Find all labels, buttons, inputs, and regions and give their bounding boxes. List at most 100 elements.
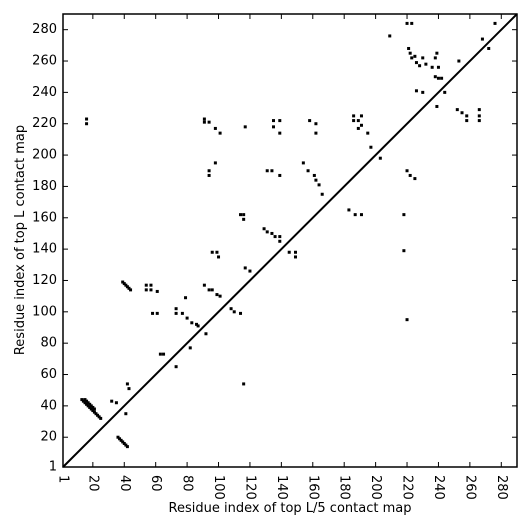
- contact-point: [85, 122, 89, 126]
- contact-point: [94, 412, 98, 416]
- contact-point: [144, 288, 148, 292]
- contact-point: [436, 65, 440, 69]
- contact-point: [162, 352, 166, 356]
- contact-point: [407, 46, 411, 50]
- contact-point: [408, 173, 412, 177]
- contact-point: [301, 161, 305, 165]
- contact-point: [215, 250, 219, 254]
- contact-point: [405, 318, 409, 322]
- contact-point: [119, 438, 123, 442]
- contact-point: [180, 311, 184, 315]
- contact-point: [378, 156, 382, 160]
- contact-point: [359, 123, 363, 127]
- contact-point: [116, 435, 120, 439]
- contact-point: [405, 21, 409, 25]
- contact-point: [440, 76, 444, 80]
- contact-point: [83, 401, 87, 405]
- contact-point: [278, 131, 282, 135]
- contact-point: [86, 401, 90, 405]
- y-tick-label: 180: [32, 179, 57, 194]
- contact-point: [85, 402, 89, 406]
- contact-point: [239, 311, 243, 315]
- y-axis-label: Residue index of top L contact map: [13, 125, 28, 355]
- contact-point: [88, 402, 92, 406]
- contact-point: [204, 332, 208, 336]
- contact-point: [229, 307, 233, 311]
- contact-point: [317, 183, 321, 187]
- contact-point: [402, 213, 406, 217]
- x-tick-label: 240: [431, 475, 446, 500]
- contact-point: [465, 119, 469, 123]
- contact-point: [242, 213, 246, 217]
- contact-point: [151, 311, 155, 315]
- contact-point: [124, 412, 128, 416]
- diagonal-line: [62, 13, 518, 468]
- contact-point: [293, 255, 297, 259]
- contact-point: [402, 249, 406, 253]
- y-tick-label: 120: [32, 273, 57, 288]
- contact-point: [196, 324, 200, 328]
- x-tick-label: 1: [56, 475, 71, 483]
- contact-point: [202, 120, 206, 124]
- contact-point: [306, 169, 310, 173]
- y-tick-label: 100: [32, 304, 57, 319]
- contact-point: [356, 126, 360, 130]
- contact-point: [248, 269, 252, 273]
- contact-point: [465, 114, 469, 118]
- x-axis-label: Residue index of top L/5 contact map: [169, 501, 412, 516]
- contact-point: [129, 288, 133, 292]
- contact-point: [110, 399, 114, 403]
- contact-point: [270, 169, 274, 173]
- contact-point: [413, 177, 417, 181]
- x-tick-label: 160: [305, 475, 320, 500]
- y-tick-label: 200: [32, 148, 57, 163]
- contact-point: [352, 119, 356, 123]
- y-tick-label: 220: [32, 116, 57, 131]
- contact-point: [359, 213, 363, 217]
- contact-point: [218, 294, 222, 298]
- contact-point: [96, 413, 100, 417]
- contact-point: [125, 285, 129, 289]
- contact-point: [243, 266, 247, 270]
- contact-point: [242, 382, 246, 386]
- contact-point: [270, 231, 274, 235]
- contact-point: [443, 90, 447, 94]
- y-tick-label: 140: [32, 242, 57, 257]
- contact-point: [480, 37, 484, 41]
- contact-point: [158, 352, 162, 356]
- contact-point: [308, 119, 312, 123]
- contact-point: [435, 104, 439, 108]
- y-tick-label: 40: [40, 398, 57, 413]
- contact-point: [243, 125, 247, 129]
- y-tick-label: 1: [49, 460, 57, 475]
- contact-point: [421, 56, 425, 60]
- x-tick-label: 140: [274, 475, 289, 500]
- contact-point: [190, 321, 194, 325]
- contact-point: [414, 61, 418, 65]
- contact-point: [89, 407, 93, 411]
- contact-point: [347, 208, 351, 212]
- x-tick-label: 260: [462, 475, 477, 500]
- contact-point: [388, 34, 392, 38]
- contact-point: [210, 250, 214, 254]
- contact-point: [122, 441, 126, 445]
- contact-point: [83, 398, 87, 402]
- contact-point: [210, 288, 214, 292]
- contact-point: [436, 76, 440, 80]
- contact-point: [207, 173, 211, 177]
- contact-point: [359, 114, 363, 118]
- contact-point: [424, 62, 428, 66]
- contact-point: [460, 111, 464, 115]
- contact-point: [97, 415, 101, 419]
- contact-point: [410, 56, 414, 60]
- contact-point: [127, 286, 131, 290]
- contact-point: [435, 51, 439, 55]
- contact-point: [144, 283, 148, 287]
- contact-point: [125, 445, 129, 449]
- contact-point: [99, 416, 103, 420]
- contact-point: [272, 119, 276, 123]
- contact-point: [366, 131, 370, 135]
- contact-point: [124, 443, 128, 447]
- y-tick-label: 160: [32, 210, 57, 225]
